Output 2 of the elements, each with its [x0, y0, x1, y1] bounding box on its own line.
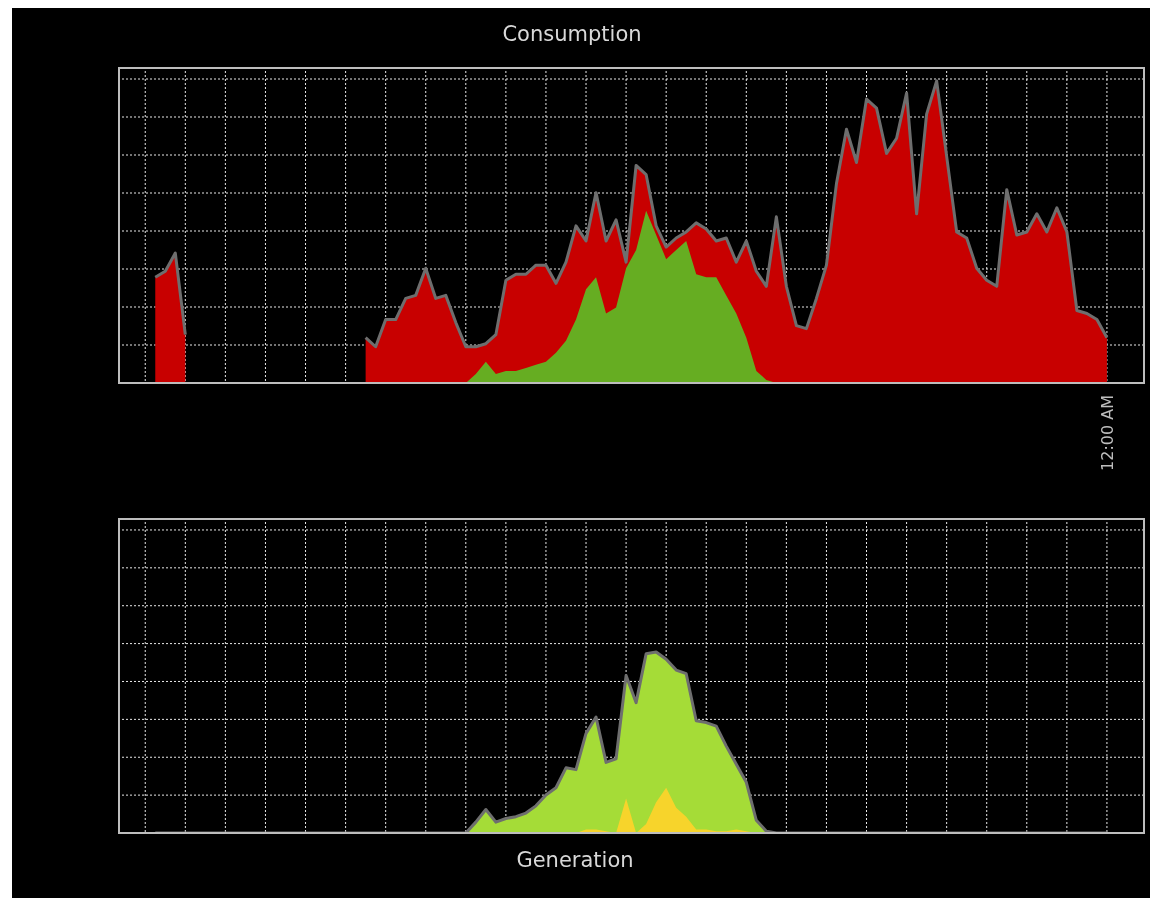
text: Generation [515, 848, 635, 872]
chart-title: Consumption [501, 22, 643, 46]
